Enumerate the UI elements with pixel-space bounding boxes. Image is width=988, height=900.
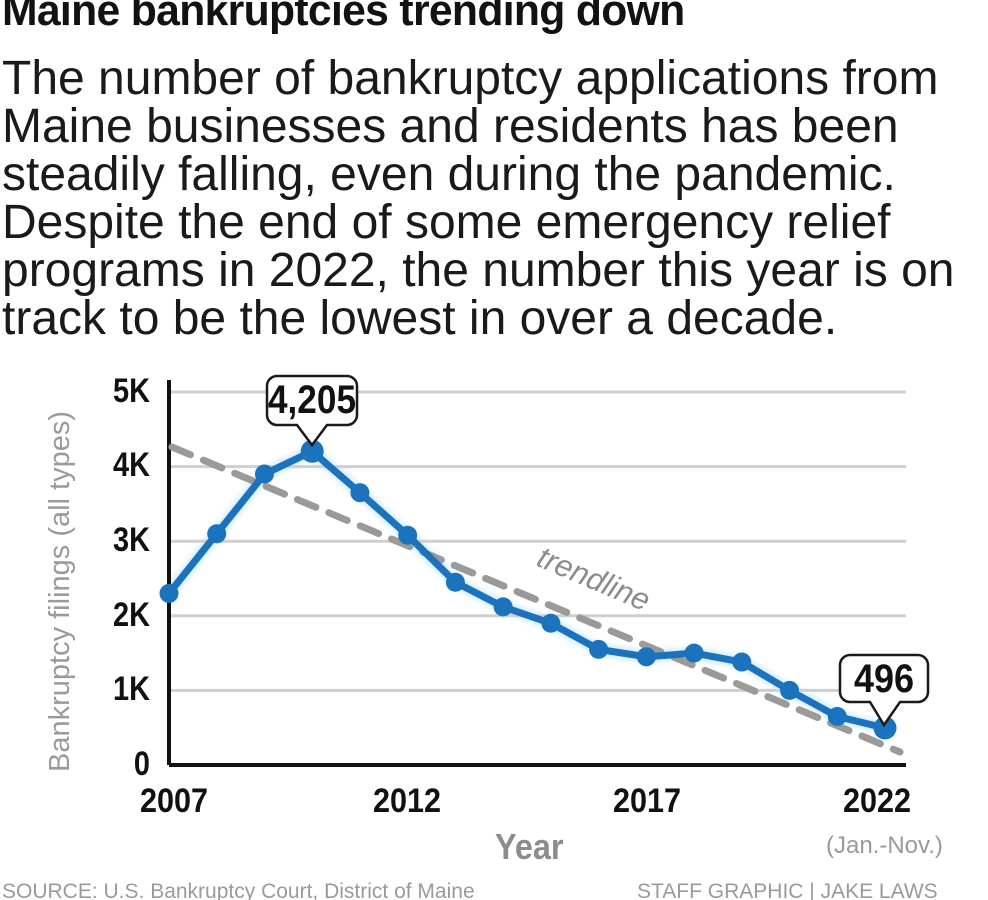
svg-text:496: 496 xyxy=(854,657,914,701)
svg-text:4,205: 4,205 xyxy=(268,377,356,422)
